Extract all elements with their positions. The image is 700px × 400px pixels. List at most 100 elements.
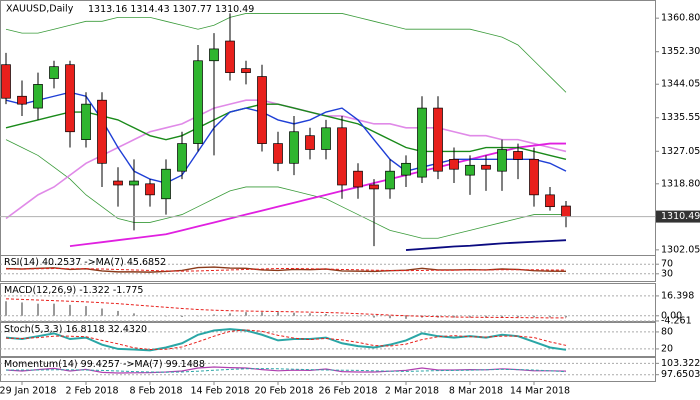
candle-body bbox=[273, 143, 283, 164]
histogram-bar bbox=[149, 315, 151, 316]
histogram-bar bbox=[357, 315, 359, 317]
histogram-bar bbox=[5, 301, 7, 316]
indicator-panel-frame bbox=[0, 283, 656, 322]
candle-body bbox=[81, 103, 91, 140]
histogram-bar bbox=[165, 315, 167, 317]
histogram-bar bbox=[389, 315, 391, 319]
candle-body bbox=[193, 60, 203, 144]
open-readout: 1313.16 bbox=[88, 4, 127, 15]
overlay-line bbox=[405, 239, 567, 251]
indicator-value: 45.6852 bbox=[127, 257, 166, 268]
indicator-panel-frame bbox=[0, 322, 656, 357]
indicator-legend: MACD(12,26,9) -1.322 -1.775 bbox=[4, 285, 143, 296]
histogram-bar bbox=[469, 315, 471, 318]
indicator-legend: RSI(14) 40.2537 ->MA(7) 45.6852 bbox=[4, 257, 166, 268]
candle-body bbox=[305, 135, 315, 150]
candle-body bbox=[65, 64, 75, 133]
y-tick-label: 1318.80 bbox=[661, 178, 700, 189]
candle-body bbox=[257, 76, 267, 144]
candle-body bbox=[209, 48, 219, 62]
histogram-bar bbox=[53, 303, 55, 316]
histogram-bar bbox=[373, 315, 375, 318]
histogram-bar bbox=[517, 315, 519, 317]
y-tick-label: -4.261 bbox=[661, 315, 692, 326]
candle-body bbox=[449, 159, 459, 170]
histogram-bar bbox=[533, 315, 535, 318]
candle-body bbox=[481, 164, 491, 170]
y-tick-label: 70 bbox=[661, 259, 673, 270]
y-tick-label: 20 bbox=[661, 343, 673, 354]
y-tick-label: 1335.55 bbox=[661, 112, 700, 123]
y-tick-label: 1327.05 bbox=[661, 146, 700, 157]
y-tick-label: 103.3222 bbox=[661, 358, 700, 369]
ohlc-readout: 1313.16 1314.43 1307.77 1310.49 bbox=[88, 4, 254, 15]
histogram-bar bbox=[501, 315, 503, 318]
x-tick-label: 29 Jan 2018 bbox=[0, 386, 56, 397]
histogram-bar bbox=[69, 304, 71, 316]
candle-body bbox=[561, 205, 571, 217]
indicator-panel-frame bbox=[0, 357, 656, 382]
y-tick-label: 1344.05 bbox=[661, 79, 700, 90]
candle-body bbox=[177, 143, 187, 172]
candle-body bbox=[129, 180, 139, 186]
histogram-bar bbox=[213, 314, 215, 316]
x-tick-label: 14 Feb 2018 bbox=[190, 386, 249, 397]
candle-body bbox=[369, 184, 379, 190]
candle-body bbox=[529, 159, 539, 196]
y-tick-label: 16.398 bbox=[661, 290, 694, 301]
candle-body bbox=[513, 151, 523, 160]
histogram-bar bbox=[37, 303, 39, 316]
chart-title: XAUUSD,Daily bbox=[6, 4, 74, 15]
candle-body bbox=[545, 194, 555, 208]
candle-body bbox=[97, 99, 107, 164]
indicator-title: Stoch(5,3,3) bbox=[4, 324, 62, 335]
histogram-bar bbox=[485, 315, 487, 318]
y-tick-label: 1302.05 bbox=[661, 244, 700, 255]
close-readout: 1310.49 bbox=[215, 4, 254, 15]
y-tick-label: 1352.30 bbox=[661, 46, 700, 57]
overlay-line bbox=[69, 142, 566, 248]
histogram-bar bbox=[405, 315, 407, 319]
indicator-ma-title: ->MA(7) bbox=[84, 257, 124, 268]
last-price-label: 1310.49 bbox=[661, 211, 700, 222]
indicator-value: 99.4257 bbox=[81, 359, 120, 370]
candle-body bbox=[241, 68, 251, 73]
high-readout: 1314.43 bbox=[130, 4, 169, 15]
candle-body bbox=[33, 84, 43, 109]
indicator-title: Momentum(14) bbox=[4, 359, 78, 370]
candle-body bbox=[417, 107, 427, 178]
indicator-value: -1.775 bbox=[113, 285, 144, 296]
candle-body bbox=[289, 131, 299, 164]
y-tick-label: 80 bbox=[661, 326, 673, 337]
indicator-line bbox=[5, 298, 567, 319]
candle-body bbox=[161, 168, 171, 200]
histogram-bar bbox=[197, 315, 199, 317]
histogram-bar bbox=[117, 310, 119, 316]
histogram-bar bbox=[229, 313, 231, 316]
overlay-line bbox=[5, 139, 566, 239]
indicator-legend: Stoch(5,3,3) 16.8118 32.4320 bbox=[4, 324, 147, 335]
histogram-bar bbox=[549, 315, 551, 318]
histogram-bar bbox=[341, 315, 343, 316]
histogram-bar bbox=[453, 315, 455, 318]
histogram-bar bbox=[293, 312, 295, 316]
candle-body bbox=[113, 180, 123, 186]
candle-body bbox=[497, 149, 507, 172]
x-tick-label: 20 Feb 2018 bbox=[254, 386, 313, 397]
candle-body bbox=[321, 127, 331, 150]
histogram-bar bbox=[133, 313, 135, 316]
indicator-value: 40.2537 bbox=[42, 257, 81, 268]
candle-body bbox=[385, 170, 395, 190]
y-tick-label: 1360.80 bbox=[661, 13, 700, 24]
histogram-bar bbox=[85, 306, 87, 316]
candle-body bbox=[225, 40, 235, 73]
indicator-panel-frame bbox=[0, 255, 656, 282]
histogram-bar bbox=[277, 312, 279, 316]
x-tick-label: 8 Mar 2018 bbox=[449, 386, 503, 397]
candle-body bbox=[353, 170, 363, 188]
candle-body bbox=[145, 183, 155, 196]
x-tick-label: 2 Feb 2018 bbox=[65, 386, 118, 397]
